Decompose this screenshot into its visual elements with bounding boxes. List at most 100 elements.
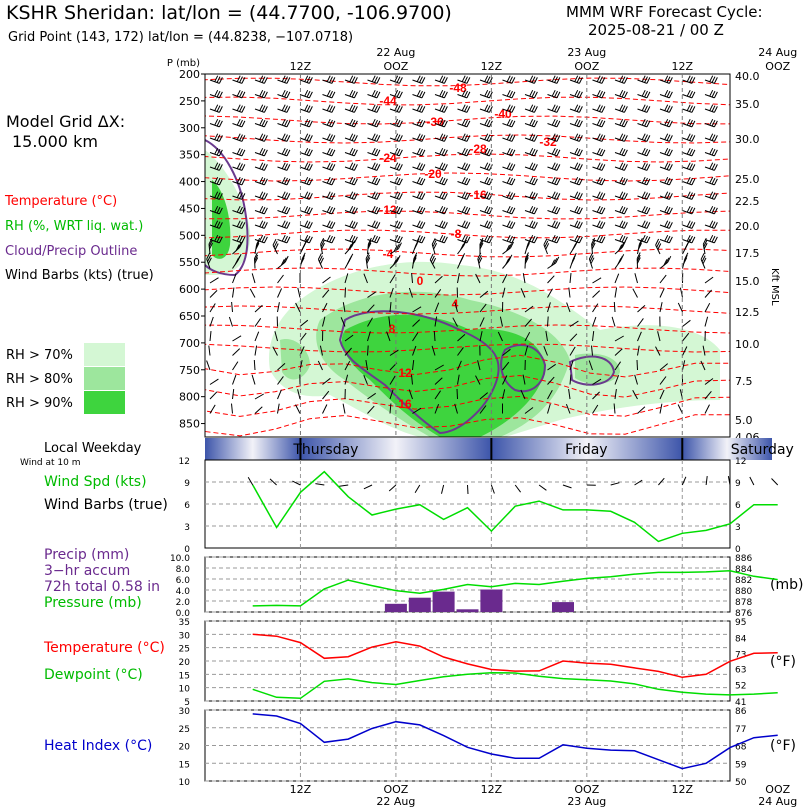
- wind-barb: [569, 162, 583, 171]
- wind-barb: [636, 252, 641, 269]
- surface-wind-barb: [634, 479, 643, 486]
- wind-barb: [232, 361, 239, 371]
- wind-barb: [254, 237, 261, 255]
- wind-barb: [277, 176, 291, 186]
- temp-ytick-right: 52: [735, 682, 746, 692]
- wind-barb: [477, 252, 483, 269]
- wind-barb: [704, 302, 711, 313]
- wind-barb: [367, 291, 377, 298]
- temp-ytick-left: 15: [179, 671, 190, 681]
- wind-barb: [344, 176, 358, 186]
- wind-barb: [232, 191, 246, 200]
- wind-barb: [322, 162, 336, 171]
- wind-barb: [502, 176, 516, 186]
- wind-barb: [637, 237, 643, 255]
- wind-barb: [614, 89, 628, 99]
- wind-barb: [277, 220, 291, 229]
- wind-barb: [569, 374, 572, 385]
- wind-barb: [434, 289, 442, 298]
- wind-barb: [457, 360, 462, 371]
- wind-barb: [611, 316, 616, 327]
- wind-barb: [457, 162, 471, 171]
- wind-barb: [367, 162, 381, 171]
- wind-barb: [569, 147, 583, 157]
- wind-barb: [682, 176, 696, 186]
- wind-barb: [232, 176, 246, 186]
- wind-barb: [206, 252, 212, 269]
- wind-barb: [434, 234, 448, 244]
- wind-barb: [524, 176, 538, 186]
- wind-barb: [299, 205, 313, 215]
- wind-barb: [277, 302, 280, 313]
- heat-ytick-right: 50: [735, 778, 747, 788]
- wind-barb: [277, 234, 291, 244]
- wind-barb: [412, 118, 426, 128]
- wind-barb: [344, 220, 358, 229]
- wind-barb: [367, 89, 381, 99]
- wind-barb: [319, 345, 323, 356]
- wind-barb: [365, 360, 368, 371]
- wind-ytick-left: 9: [184, 479, 190, 489]
- wind-barb: [389, 89, 403, 99]
- wind-barb: [367, 205, 381, 215]
- temp-ytick-left: 30: [179, 631, 191, 641]
- pressure-tick-label: 250: [179, 95, 200, 108]
- isotherm-17: [204, 395, 731, 417]
- bottom-time-label: OOZ: [574, 783, 599, 796]
- wind-barb: [655, 346, 661, 356]
- wind-barb: [322, 205, 336, 215]
- wind-barb: [659, 176, 673, 186]
- wind-barb: [704, 390, 712, 400]
- wind-barb: [614, 254, 625, 269]
- wind-speed-label: Wind Spd (kts): [44, 474, 147, 490]
- pressure-tick-label: 750: [179, 364, 200, 377]
- wind-barb: [682, 332, 690, 342]
- wind-height-label: Wind at 10 m: [20, 458, 81, 468]
- wind-barb: [659, 89, 673, 99]
- wind-barb: [547, 316, 549, 327]
- wind-barb: [344, 191, 358, 200]
- wind-barb: [524, 118, 538, 128]
- rh-shading-4: [212, 180, 231, 259]
- wind-barb: [702, 237, 708, 255]
- wind-barb: [499, 316, 503, 327]
- wind-barb: [592, 277, 602, 284]
- wind-barb: [657, 331, 661, 342]
- page-title: KSHR Sheridan: lat/lon = (44.7700, -106.…: [6, 2, 452, 24]
- wind-barb: [254, 133, 268, 142]
- legend-rh80-swatch: [84, 367, 125, 390]
- wind-barb: [299, 118, 313, 128]
- wind-barb: [659, 220, 673, 229]
- wind-barb: [659, 147, 673, 157]
- wind-barb: [454, 403, 458, 414]
- wind-barb: [614, 205, 628, 215]
- wind-barb: [299, 147, 313, 157]
- wind-barb: [524, 220, 538, 229]
- wind-barb: [254, 252, 259, 269]
- wind-barb: [208, 345, 211, 356]
- wind-barb: [659, 302, 663, 313]
- wind-barb: [479, 405, 487, 414]
- wind-barb: [502, 75, 516, 84]
- wind-barb: [434, 316, 438, 327]
- wind-barb: [429, 253, 437, 269]
- wind-barb: [322, 191, 336, 200]
- bottom-date-label: 24 Aug: [758, 795, 797, 808]
- wind-barb: [592, 162, 606, 171]
- wind-barb: [232, 220, 246, 229]
- wind-barb: [254, 318, 262, 327]
- pressure-tick-label: 350: [179, 149, 200, 162]
- wind-barb: [363, 273, 368, 284]
- wind-barb: [299, 75, 313, 84]
- height-tick-label: 12.5: [735, 306, 760, 319]
- surface-wind-barb: [269, 478, 277, 486]
- wind-barb: [457, 334, 466, 342]
- wind-barb: [524, 407, 534, 414]
- wind-barb: [524, 133, 538, 142]
- wind-barb: [317, 360, 323, 371]
- wind-barb: [232, 162, 246, 171]
- wind-barb: [613, 301, 616, 313]
- wind-barb: [477, 360, 481, 371]
- wind-barb: [569, 333, 578, 342]
